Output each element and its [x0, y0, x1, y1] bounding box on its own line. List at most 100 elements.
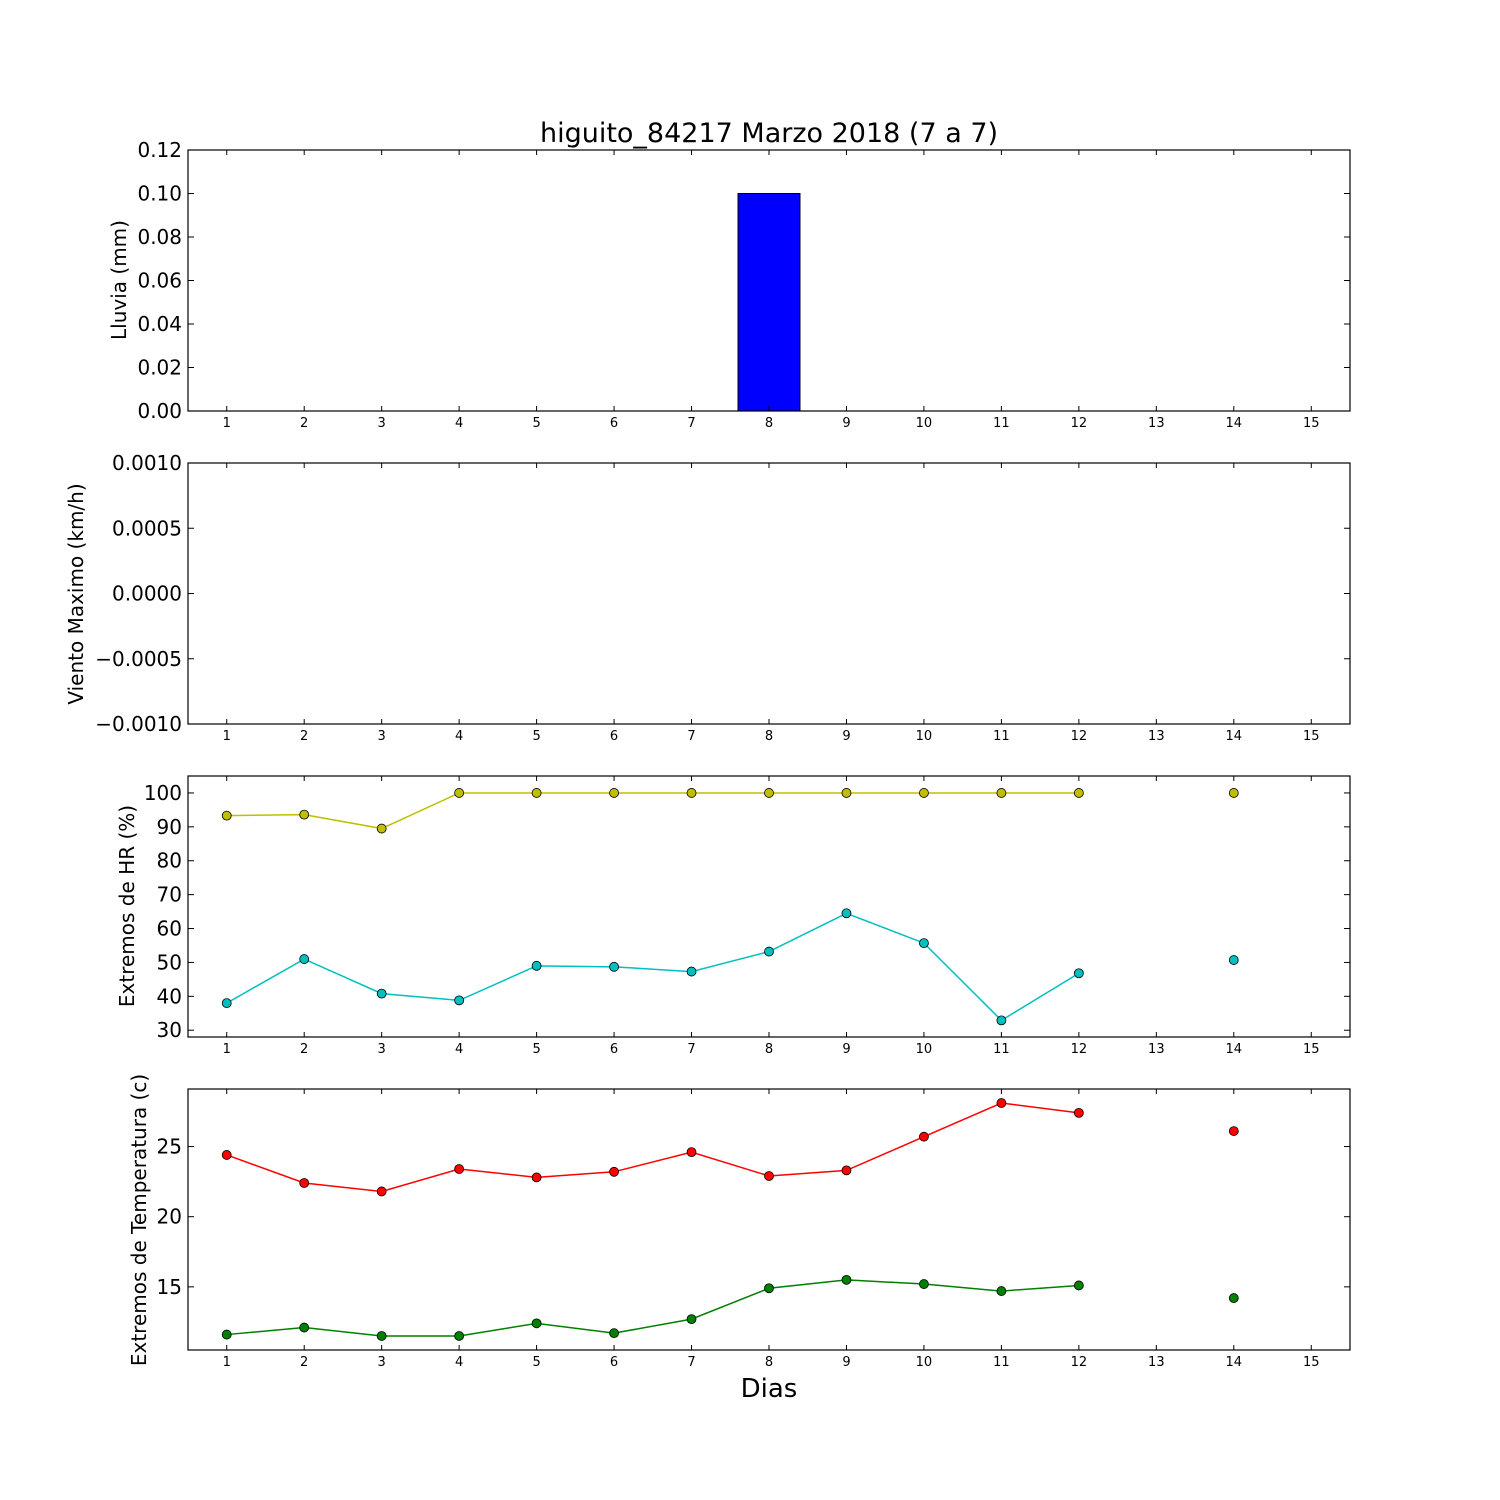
- y-tick-label: 0.0005: [112, 516, 182, 540]
- x-tick-label: 12: [1071, 1355, 1088, 1370]
- data-point-day-10: [919, 938, 929, 949]
- x-tick-label: 7: [687, 1355, 695, 1370]
- data-point-day-10: [919, 1279, 929, 1289]
- x-tick-label: 1: [223, 1355, 231, 1370]
- x-tick-label: 9: [842, 416, 850, 431]
- x-tick-label: 4: [455, 1042, 463, 1057]
- y-tick-label: 20: [157, 1205, 182, 1229]
- data-point-day-6: [609, 1166, 619, 1177]
- x-tick-label: 13: [1148, 1355, 1165, 1370]
- data-point-day-7: [686, 1147, 697, 1158]
- data-point-day-11: [996, 1098, 1007, 1108]
- x-tick-label: 5: [532, 1042, 540, 1057]
- data-point-day-1: [221, 810, 232, 821]
- x-tick-label: 12: [1071, 729, 1088, 744]
- data-point-day-8: [764, 788, 774, 798]
- x-tick-label: 1: [223, 1042, 231, 1057]
- data-point-day-6: [609, 961, 619, 972]
- x-tick-label: 14: [1226, 729, 1243, 744]
- data-point-day-1: [221, 1329, 232, 1340]
- y-tick-label: −0.0005: [95, 647, 182, 671]
- x-tick-label: 13: [1148, 1042, 1165, 1057]
- data-point-day-1: [221, 998, 232, 1009]
- data-point-day-14: [1228, 955, 1239, 965]
- x-tick-label: 5: [532, 1355, 540, 1370]
- figure-title: higuito_84217 Marzo 2018 (7 a 7): [540, 118, 998, 149]
- data-point-day-9: [841, 788, 852, 798]
- x-tick-label: 5: [532, 729, 540, 744]
- data-point-day-4: [454, 1164, 465, 1174]
- y-tick-label: 15: [157, 1275, 182, 1299]
- data-point-day-11: [996, 1286, 1007, 1296]
- series-2: [221, 1274, 1239, 1341]
- x-tick-label: 7: [687, 1042, 695, 1057]
- y-axis-label: Extremos de Temperatura (c): [127, 1074, 151, 1366]
- x-tick-label: 10: [916, 1355, 933, 1370]
- data-point-day-9: [841, 1165, 852, 1176]
- x-tick-label: 9: [842, 1355, 850, 1370]
- y-tick-label: 30: [157, 1018, 182, 1042]
- chart-panel-2: 1 2 3 4 5 6 7 8 9 10 11 12 13 14 15−0.0010−0.00050.000…: [64, 451, 1351, 744]
- data-point-day-3: [376, 823, 387, 834]
- data-point-day-7: [686, 1314, 697, 1325]
- x-tick-label: 4: [455, 729, 463, 744]
- x-tick-label: 15: [1303, 729, 1320, 744]
- bar-day-8: [737, 193, 801, 412]
- data-point-day-5: [531, 1318, 542, 1329]
- data-point-day-2: [299, 1322, 310, 1333]
- data-point-day-5: [531, 1172, 542, 1183]
- data-point-day-6: [609, 788, 619, 798]
- data-point-day-4: [454, 788, 465, 798]
- x-tick-label: 15: [1303, 416, 1320, 431]
- x-tick-label: 1: [223, 729, 231, 744]
- x-tick-label: 7: [687, 416, 695, 431]
- y-tick-label: −0.0010: [95, 712, 182, 736]
- y-tick-label: 0.06: [137, 269, 182, 293]
- y-tick-label: 0.08: [137, 225, 182, 249]
- chart-panel-1: 1 2 3 4 5 6 7 8 9 10 11 12 13 14 150.000.020.040.060.0…: [107, 138, 1351, 431]
- x-tick-label: 13: [1148, 729, 1165, 744]
- data-point-day-14: [1228, 1293, 1239, 1303]
- y-tick-label: 70: [157, 883, 182, 907]
- x-tick-label: 14: [1226, 1042, 1243, 1057]
- x-tick-label: 4: [455, 416, 463, 431]
- data-point-day-9: [841, 1274, 852, 1285]
- y-tick-label: 0.00: [137, 399, 182, 423]
- x-tick-label: 11: [993, 416, 1010, 431]
- data-point-day-7: [686, 966, 697, 977]
- y-tick-label: 90: [157, 815, 182, 839]
- x-tick-label: 2: [300, 729, 308, 744]
- series-1: [221, 1098, 1239, 1197]
- x-tick-label: 10: [916, 416, 933, 431]
- x-tick-label: 6: [610, 729, 618, 744]
- x-tick-label: 2: [300, 416, 308, 431]
- x-tick-label: 14: [1226, 416, 1243, 431]
- x-tick-label: 12: [1071, 1042, 1088, 1057]
- x-tick-label: 6: [610, 1355, 618, 1370]
- data-point-day-12: [1073, 1280, 1084, 1291]
- x-tick-label: 8: [765, 1042, 773, 1057]
- chart-panels: 1 2 3 4 5 6 7 8 9 10 11 12 13 14 150.000.020.040.060.0…: [64, 138, 1351, 1370]
- data-point-day-8: [764, 1171, 774, 1181]
- x-tick-label: 9: [842, 729, 850, 744]
- y-tick-label: 0.10: [137, 182, 182, 206]
- y-axis-label: Extremos de HR (%): [115, 805, 139, 1007]
- data-point-day-12: [1073, 968, 1084, 979]
- x-tick-label: 11: [993, 1042, 1010, 1057]
- y-tick-label: 0.04: [137, 312, 182, 336]
- y-axis-label: Viento Maximo (km/h): [64, 483, 88, 704]
- data-point-day-5: [531, 788, 542, 798]
- series-1: [221, 788, 1239, 834]
- y-tick-label: 0.12: [137, 138, 182, 162]
- x-tick-label: 13: [1148, 416, 1165, 431]
- y-tick-label: 80: [157, 849, 182, 873]
- data-point-day-2: [299, 809, 310, 820]
- data-point-day-11: [996, 788, 1007, 798]
- data-point-day-11: [996, 1015, 1007, 1026]
- x-axis-label: Dias: [741, 1374, 798, 1404]
- x-tick-label: 12: [1071, 416, 1088, 431]
- x-tick-label: 11: [993, 1355, 1010, 1370]
- data-point-day-7: [686, 788, 697, 798]
- data-point-day-10: [919, 1131, 929, 1142]
